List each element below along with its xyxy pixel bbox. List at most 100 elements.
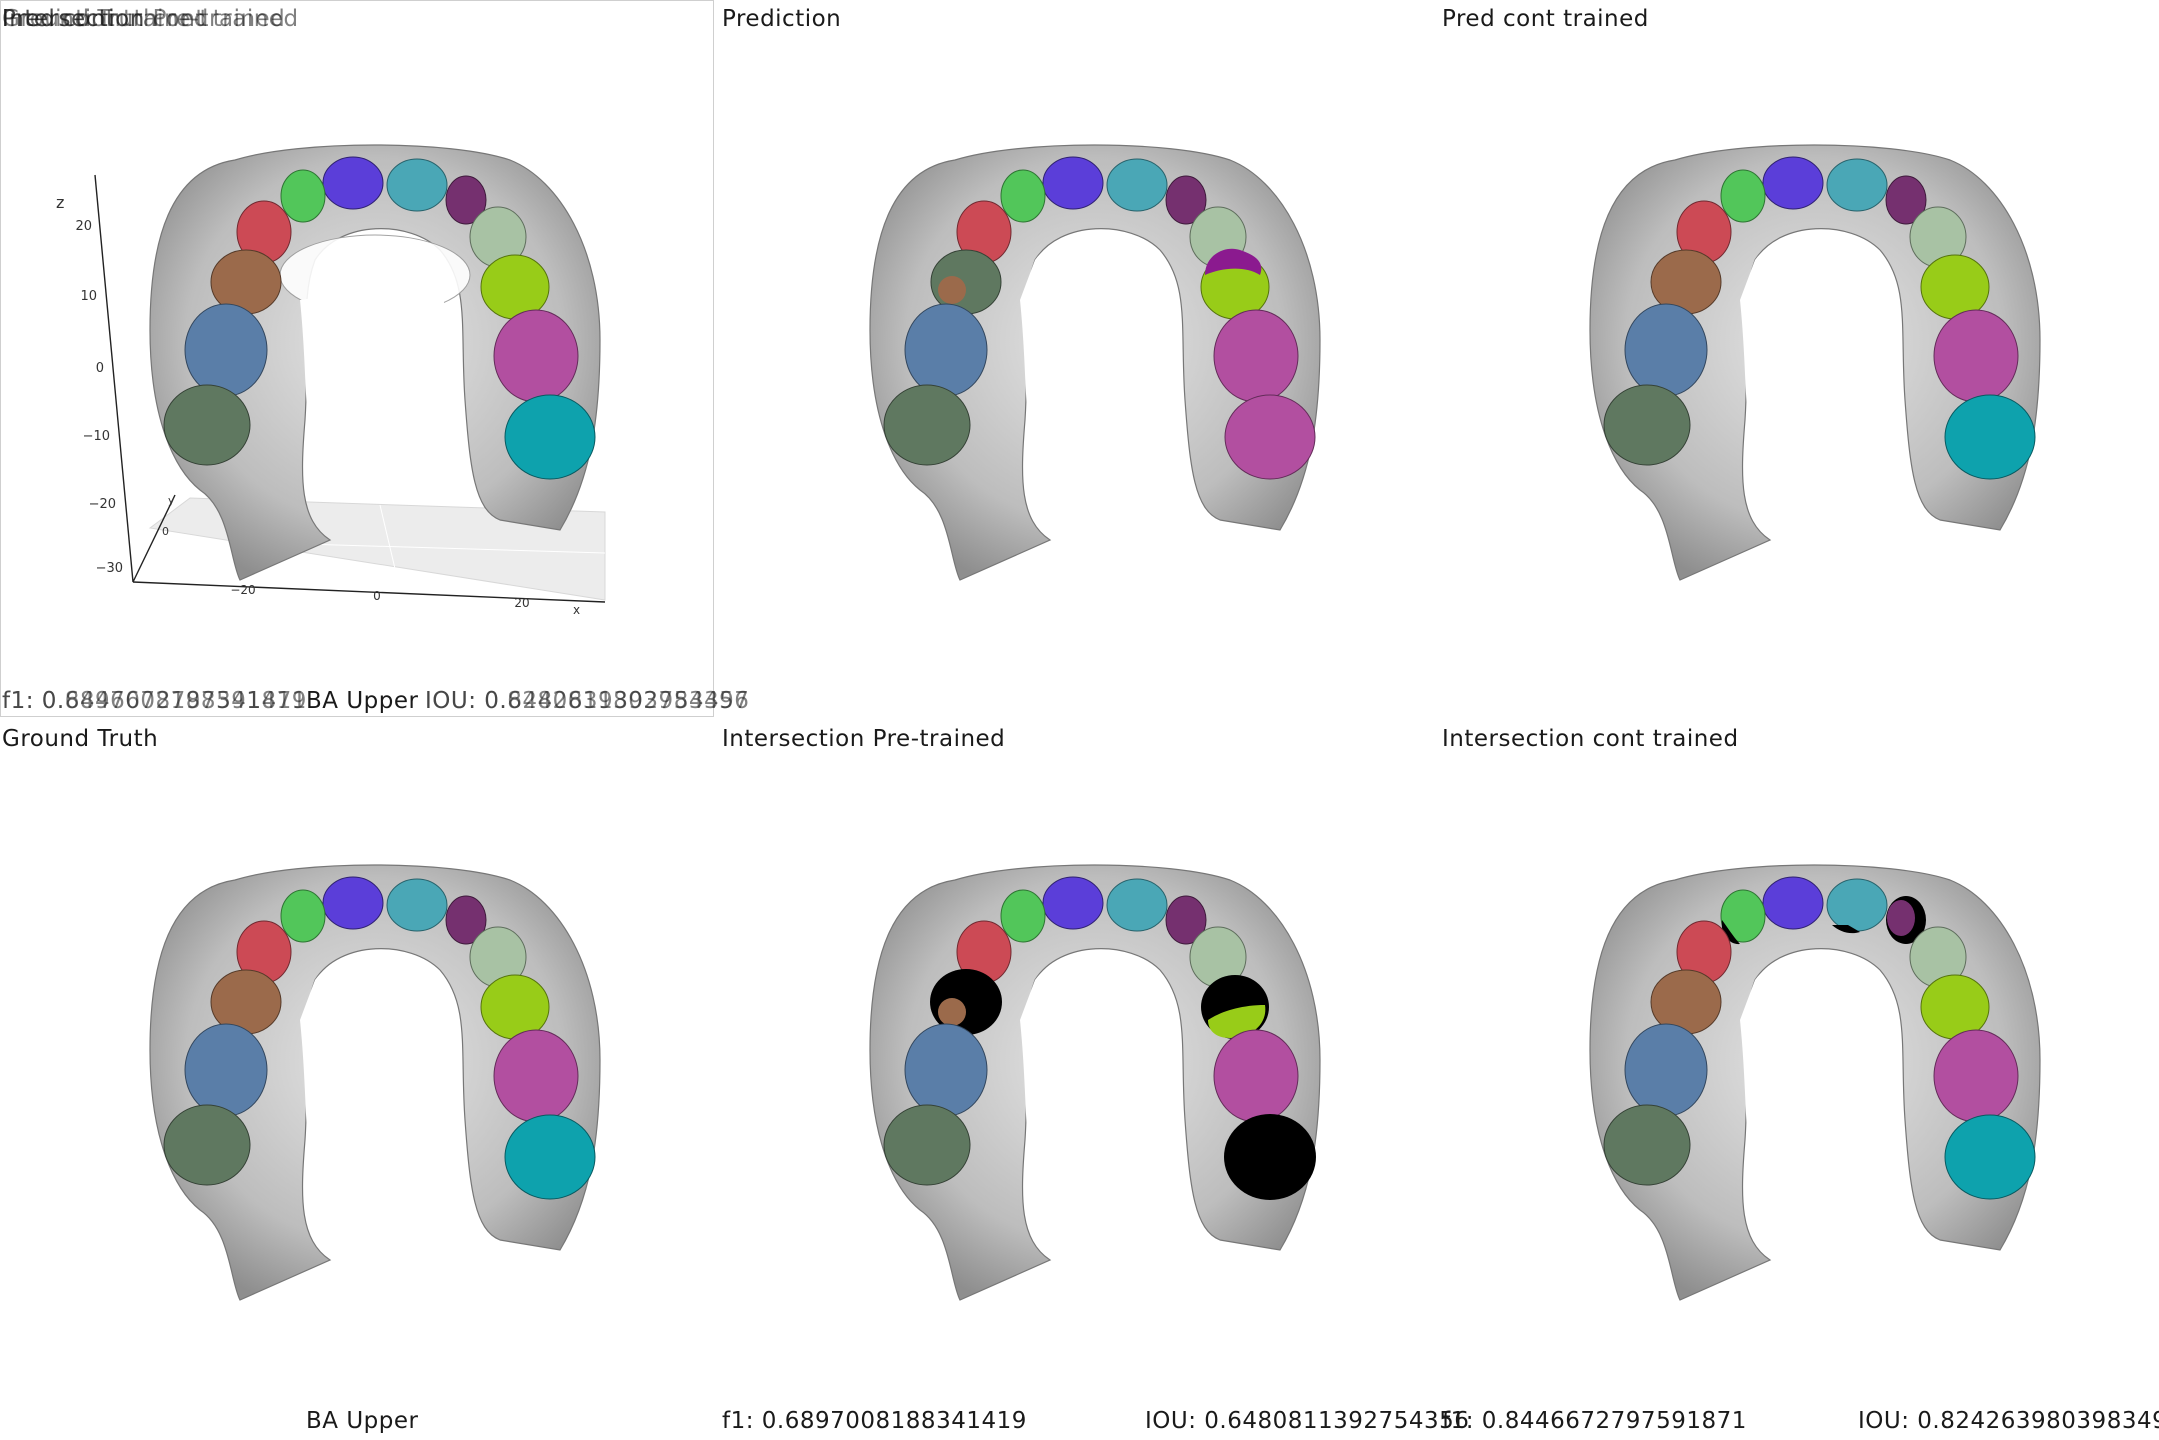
z-tick: −20	[89, 497, 116, 512]
y-tick: 0	[162, 525, 169, 538]
pre-iou: IOU: 0.6480811392754356	[1145, 1408, 1470, 1434]
x-tick: 0	[373, 589, 381, 603]
tooth-incisor-right	[1826, 878, 1888, 932]
cont-iou: IOU: 0.8242639803983497	[1858, 1408, 2159, 1434]
teeth	[1603, 876, 2036, 1200]
tooth-lateral-left	[280, 889, 326, 943]
iou-cont-text: IOU: 0.8242639803983497	[425, 688, 750, 714]
iou-pre-text: IOU: 0.6480811392754356	[425, 688, 750, 714]
tooth-premolar1-right-match	[1208, 1005, 1266, 1038]
title-layer-4: Ground Truth	[2, 6, 159, 32]
tooth-incisor-right	[1106, 158, 1168, 212]
panel-overlay-axes: Intersection cont trained Pred cont trai…	[0, 0, 749, 720]
tooth-incisor-left	[1762, 156, 1824, 210]
teeth	[163, 876, 596, 1200]
tooth-incisor-left	[1762, 876, 1824, 930]
tooth-lateral-right	[445, 175, 487, 225]
y-axis	[132, 494, 176, 583]
z-tick: 0	[96, 361, 104, 376]
tooth-incisor-right	[1826, 158, 1888, 212]
f1-pre-text: f1: 0.6897008188341419	[2, 688, 307, 714]
x-axis	[132, 581, 606, 603]
overlay-ba-label: BA Upper	[306, 688, 419, 714]
tooth-lateral-left-edge-mismatch	[1721, 920, 1740, 945]
panel-title: Intersection cont trained	[1442, 726, 1739, 752]
tooth-premolar2-left	[184, 1023, 268, 1117]
tooth-incisor-edge-mismatch	[1832, 925, 1860, 934]
tooth-lateral-left	[1720, 169, 1766, 223]
panel-title: Ground Truth	[2, 726, 159, 752]
tooth-incisor-left	[1042, 876, 1104, 930]
tooth-lateral-right-match	[1887, 900, 1915, 936]
x-tick: −20	[230, 583, 255, 597]
tooth-premolar2-left	[1624, 1023, 1708, 1117]
tooth-premolar1-right	[1920, 254, 1990, 320]
tooth-premolar2-right	[493, 1029, 579, 1123]
cont-f1: f1: 0.8446672797591871	[1442, 1408, 1747, 1434]
z-tick: 20	[75, 219, 92, 234]
tooth-molar-right	[504, 1114, 596, 1200]
teeth	[163, 156, 596, 480]
tooth-molar-right-mismatch	[1224, 1114, 1316, 1200]
tooth-wrong-label-patch	[1205, 248, 1262, 275]
tooth-incisor-right	[1106, 878, 1168, 932]
arch-scene-prediction	[869, 144, 1321, 581]
title-layer-1: Pred cont trained	[2, 6, 209, 32]
tooth-molar-left	[163, 384, 251, 466]
tooth-incisor-right	[386, 158, 448, 212]
tooth-premolar1-right	[1920, 974, 1990, 1040]
tooth-lateral-right	[1165, 175, 1207, 225]
arch-scene-int-cont	[1589, 864, 2041, 1301]
tooth-premolar2-left	[184, 303, 268, 397]
tooth-molar-left	[1603, 1104, 1691, 1186]
y-axis-label: y	[168, 494, 175, 507]
panel-prediction: Prediction	[720, 0, 1439, 720]
z-axis	[94, 174, 134, 583]
tooth-molar-left	[883, 384, 971, 466]
tooth-molar-right	[1944, 394, 2036, 480]
tooth-premolar1-left-match	[938, 998, 966, 1026]
panel-pred-cont-trained: Pred cont trained	[1440, 0, 2159, 720]
z-axis-label: z	[56, 193, 64, 212]
tooth-lateral-left	[1720, 889, 1766, 943]
f1-cont-text: f1: 0.8446672797591871	[2, 688, 307, 714]
tooth-premolar1-left-fragment	[938, 276, 966, 304]
title-layer-2: Intersection Pre-trained	[2, 6, 286, 32]
teeth	[1603, 156, 2036, 480]
tooth-incisor-left	[322, 876, 384, 930]
teeth	[883, 156, 1316, 480]
tooth-premolar2-right	[493, 309, 579, 403]
panel-intersection-pretrained: Intersection Pre-trained f1: 0.689700818…	[720, 720, 1469, 1440]
ba-upper-label: BA Upper	[306, 1408, 419, 1434]
tooth-molar-right	[504, 394, 596, 480]
tooth-molar-left	[163, 1104, 251, 1186]
tooth-lateral-left	[1000, 169, 1046, 223]
tooth-molar-left	[883, 1104, 971, 1186]
tooth-premolar2-right	[1213, 1029, 1299, 1123]
title-layer-3: Prediction	[2, 6, 122, 32]
z-tick: 10	[80, 289, 97, 304]
tooth-molar-right	[1944, 1114, 2036, 1200]
tooth-premolar1-right	[480, 254, 550, 320]
arch-scene-gt	[149, 864, 601, 1301]
title-layer-0: Intersection cont trained	[2, 6, 299, 32]
z-tick: −10	[83, 429, 110, 444]
panel-title: Pred cont trained	[1442, 6, 1649, 32]
tooth-lateral-right	[1165, 895, 1207, 945]
arch-scene-cont	[1589, 144, 2041, 581]
tooth-premolar2-right	[1933, 309, 2019, 403]
panel-title: Intersection Pre-trained	[722, 726, 1006, 752]
tooth-lateral-left	[280, 169, 326, 223]
panel-title: Prediction	[722, 6, 842, 32]
tooth-lateral-right	[445, 895, 487, 945]
arch-scene-int-pre	[869, 864, 1321, 1301]
x-axis-label: x	[573, 603, 580, 617]
tooth-lateral-left	[1000, 889, 1046, 943]
tooth-premolar2-left	[1624, 303, 1708, 397]
tooth-premolar2-right	[1213, 309, 1299, 403]
tooth-premolar2-left	[904, 303, 988, 397]
panel-ground-truth: Ground Truth BA Upper	[0, 720, 719, 1440]
tooth-incisor-left	[1042, 156, 1104, 210]
panel-intersection-cont-trained: Intersection cont trained f1: 0.84466727…	[1440, 720, 2159, 1440]
arch-scene-axes: 20 10 0 −10 −20 −30 z −20 0 20 x 0 y	[56, 144, 606, 617]
